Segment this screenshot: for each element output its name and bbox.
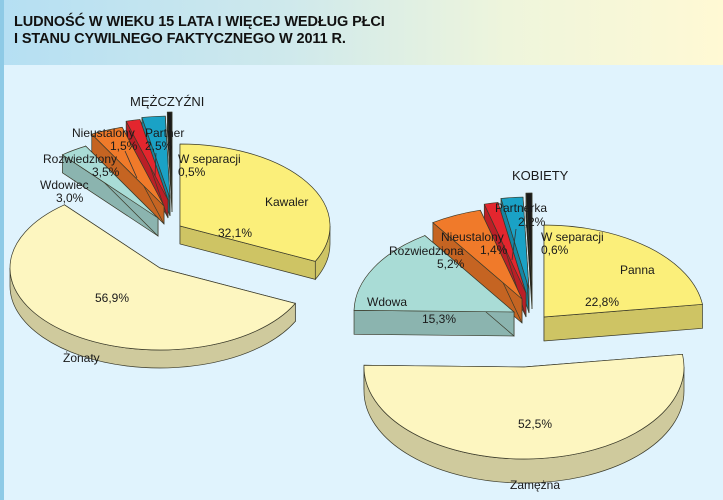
label-rozwiedziony-men: Rozwiedziony [43,152,117,166]
label-separacja-women: W separacji [541,230,604,244]
value-separacja-women: 0,6% [541,243,569,257]
value-partnerka: 2,2% [518,215,546,229]
pie-slice-w-separacji [166,111,173,213]
value-separacja-men: 0,5% [178,165,206,179]
pie-slice-kawaler [179,143,331,281]
pie-slice-panna [543,224,703,342]
label-separacja-men: W separacji [178,152,241,166]
value-partner-men: 2,5% [145,139,173,153]
label-panna: Panna [620,263,655,277]
pie-slice-żonaty [9,204,296,369]
label-partnerka: Partnerka [495,201,547,215]
label-partner-men: Partner [145,126,184,140]
value-rozwiedziony-men: 3,5% [92,165,120,179]
label-wdowa: Wdowa [367,295,407,309]
chart-title-men: MĘŻCZYŹNI [130,94,204,109]
value-nieustalony-men: 1,5% [110,139,138,153]
value-panna: 22,8% [585,295,619,309]
value-kawaler: 32,1% [218,226,252,240]
labels-women: KOBIETY Partnerka 2,2% Nieustalony 1,4% … [367,168,655,492]
label-rozwiedziona: Rozwiedziona [389,244,464,258]
pie-chart-women [353,192,703,484]
label-kawaler: Kawaler [265,195,308,209]
pie-slice-zamężna [363,353,685,484]
pie-slice-wdowa [353,234,515,337]
value-nieustalony-women: 1,4% [480,243,508,257]
title-line-1: LUDNOŚĆ W WIEKU 15 LATA I WIĘCEJ WEDŁUG … [14,14,385,30]
label-wdowiec-men: Wdowiec [40,178,89,192]
value-wdowa: 15,3% [422,312,456,326]
label-nieustalony-men: Nieustalony [72,126,135,140]
value-zonaty: 56,9% [95,291,129,305]
header-banner: LUDNOŚĆ W WIEKU 15 LATA I WIĘCEJ WEDŁUG … [0,0,723,65]
value-wdowiec-men: 3,0% [56,191,84,205]
left-border [0,0,4,500]
pie-slice-wdowiec [61,145,159,237]
pie-chart-men [9,111,331,369]
labels-men: MĘŻCZYŹNI Nieustalony 1,5% Partner 2,5% … [40,94,308,365]
label-zamezna: Zamężna [510,478,560,492]
pie-slice-rozwiedziona [432,209,523,324]
pie-slice-w-separacji [525,192,533,310]
pie-slice-rozwiedziony [91,126,165,225]
title-line-2: I STANU CYWILNEGO FAKTYCZNEGO W 2011 R. [14,31,346,47]
value-zamezna: 52,5% [518,417,552,431]
chart-title-women: KOBIETY [512,168,569,183]
value-rozwiedziona: 5,2% [437,257,465,271]
page-title: LUDNOŚĆ W WIEKU 15 LATA I WIĘCEJ WEDŁUG … [14,14,385,48]
label-nieustalony-women: Nieustalony [441,230,504,244]
label-zonaty: Żonaty [63,351,100,365]
